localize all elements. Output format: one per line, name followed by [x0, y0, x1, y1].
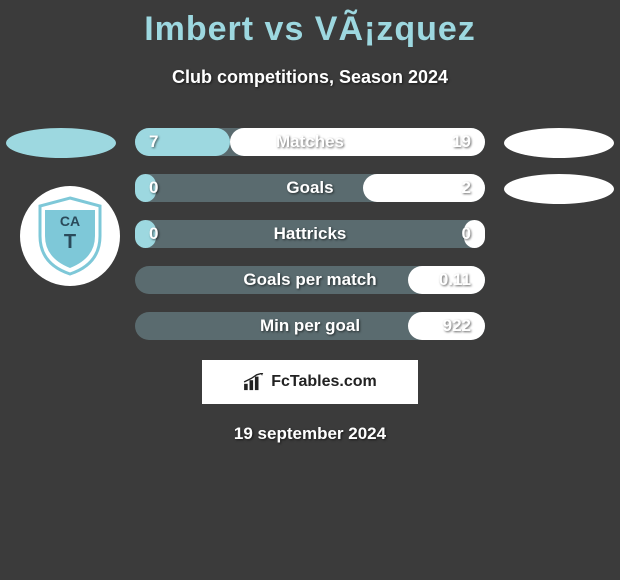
- stat-label: Hattricks: [274, 224, 347, 244]
- svg-text:T: T: [64, 231, 76, 253]
- stat-row: 0 Goals 2: [135, 174, 485, 202]
- player-right-oval: [504, 128, 614, 158]
- stat-row: 7 Matches 19: [135, 128, 485, 156]
- club-logo-left: CA T: [20, 186, 120, 286]
- brand-footer: FcTables.com: [202, 360, 418, 404]
- stat-value-right: 0.11: [439, 270, 471, 290]
- brand-text: FcTables.com: [271, 373, 377, 391]
- stat-row: 0 Hattricks 0: [135, 220, 485, 248]
- svg-text:CA: CA: [60, 213, 80, 229]
- stat-value-left: 0: [149, 178, 158, 198]
- comparison-subtitle: Club competitions, Season 2024: [0, 67, 620, 88]
- date-text: 19 september 2024: [0, 424, 620, 444]
- stat-label: Matches: [276, 132, 344, 152]
- player-right-oval-2: [504, 174, 614, 204]
- stat-value-right: 19: [452, 132, 471, 152]
- stat-row: Min per goal 922: [135, 312, 485, 340]
- player-left-oval: [6, 128, 116, 158]
- stat-value-right: 0: [462, 224, 471, 244]
- stat-value-left: 7: [149, 132, 158, 152]
- shield-icon: CA T: [35, 196, 105, 276]
- comparison-title: Imbert vs VÃ¡zquez: [0, 0, 620, 49]
- stat-label: Goals: [286, 178, 333, 198]
- stat-value-right: 2: [462, 178, 471, 198]
- stats-area: CA T 7 Matches 19 0 Goals 2 0 Hattricks 0 Goals p…: [0, 128, 620, 340]
- stat-row: Goals per match 0.11: [135, 266, 485, 294]
- stat-value-right: 922: [443, 316, 471, 336]
- stat-label: Goals per match: [243, 270, 376, 290]
- stat-fill-right: [230, 128, 486, 156]
- chart-icon: [243, 373, 265, 391]
- stat-label: Min per goal: [260, 316, 360, 336]
- stat-value-left: 0: [149, 224, 158, 244]
